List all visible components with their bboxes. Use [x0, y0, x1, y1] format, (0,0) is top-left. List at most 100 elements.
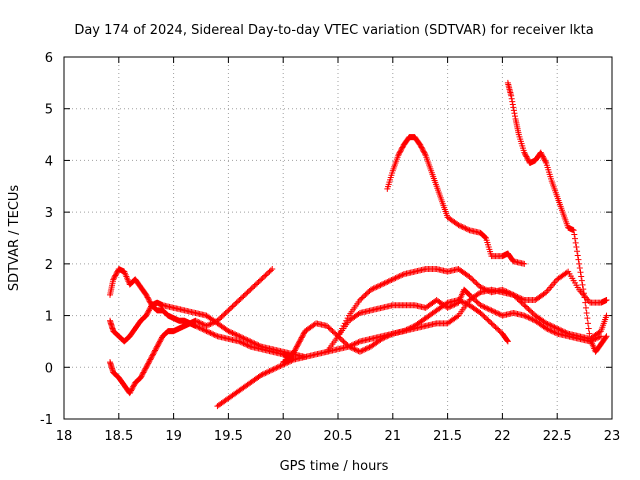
x-tick-label: 23	[604, 429, 621, 444]
data-point	[207, 320, 214, 327]
data-point	[554, 325, 561, 332]
data-point	[474, 281, 481, 288]
data-point	[208, 330, 215, 337]
data-point	[580, 286, 587, 293]
data-point	[198, 320, 204, 327]
data-point	[225, 328, 232, 335]
data-point	[297, 337, 304, 344]
chart-title: Day 174 of 2024, Sidereal Day-to-day VTE…	[74, 23, 593, 38]
data-point	[262, 370, 269, 377]
data-point	[373, 284, 380, 291]
data-point	[243, 290, 250, 297]
data-point	[340, 322, 347, 329]
series-arc-7	[335, 266, 610, 342]
data-point	[292, 346, 299, 353]
data-point	[540, 154, 547, 161]
data-point	[578, 273, 585, 280]
data-point	[451, 301, 458, 308]
data-layer	[107, 79, 610, 410]
data-point	[295, 339, 302, 346]
data-point	[491, 322, 498, 329]
data-point	[522, 152, 529, 159]
data-point	[198, 325, 204, 332]
x-tick-label: 20	[275, 429, 292, 444]
data-point	[458, 223, 465, 230]
data-point	[214, 317, 221, 324]
data-point	[151, 348, 158, 355]
data-point	[461, 224, 468, 231]
data-point	[129, 384, 136, 391]
data-point	[563, 269, 570, 276]
data-point	[204, 322, 211, 329]
data-point	[298, 335, 305, 342]
data-point	[374, 283, 381, 290]
data-point	[298, 334, 305, 341]
data-point	[365, 344, 372, 351]
data-point	[584, 315, 591, 322]
data-point	[528, 308, 535, 315]
data-point	[244, 289, 251, 296]
data-point	[112, 272, 119, 279]
data-point	[203, 328, 210, 335]
data-point	[339, 337, 346, 344]
data-point	[517, 298, 524, 305]
data-point	[211, 319, 218, 326]
data-point	[550, 328, 557, 335]
data-point	[355, 339, 362, 346]
data-point	[504, 338, 511, 345]
data-point	[524, 313, 531, 320]
data-point	[484, 287, 491, 294]
data-point	[522, 313, 529, 320]
data-point	[266, 268, 273, 275]
data-point	[219, 312, 226, 319]
data-point	[385, 278, 392, 285]
data-point	[511, 110, 518, 117]
data-point	[244, 337, 251, 344]
data-point	[145, 297, 152, 304]
data-point	[295, 341, 302, 348]
data-point	[139, 370, 146, 377]
data-point	[128, 386, 135, 393]
data-point	[478, 284, 485, 291]
data-point	[473, 280, 480, 287]
data-point	[558, 327, 565, 334]
data-point	[388, 277, 395, 284]
data-point	[341, 339, 348, 346]
data-point	[487, 306, 494, 313]
data-point	[153, 344, 160, 351]
data-point	[226, 306, 233, 313]
data-point	[480, 312, 487, 319]
data-point	[398, 147, 405, 154]
data-point	[348, 344, 355, 351]
data-point	[362, 291, 369, 298]
data-point	[492, 324, 499, 331]
data-point	[340, 338, 347, 345]
data-point	[473, 298, 480, 305]
data-point	[141, 366, 148, 373]
data-point	[551, 329, 558, 336]
data-point	[245, 337, 252, 344]
data-point	[293, 343, 300, 350]
data-point	[519, 300, 526, 307]
data-point	[482, 315, 489, 322]
data-point	[583, 309, 590, 316]
data-point	[337, 335, 344, 342]
data-point	[469, 294, 476, 301]
data-point	[146, 298, 153, 305]
data-point	[459, 224, 466, 231]
data-point	[585, 320, 592, 327]
series-arc-6	[324, 286, 605, 355]
data-point	[399, 271, 406, 278]
x-tick-label: 21.5	[433, 429, 462, 444]
data-point	[387, 331, 394, 338]
data-point	[199, 320, 206, 327]
data-point	[545, 326, 552, 333]
data-point	[215, 316, 222, 323]
data-point	[382, 333, 389, 340]
data-point	[269, 266, 276, 273]
data-point	[470, 295, 477, 302]
x-tick-label: 18.5	[104, 429, 133, 444]
y-tick-label: 0	[45, 361, 53, 376]
data-point	[454, 313, 461, 320]
data-point	[474, 299, 481, 306]
